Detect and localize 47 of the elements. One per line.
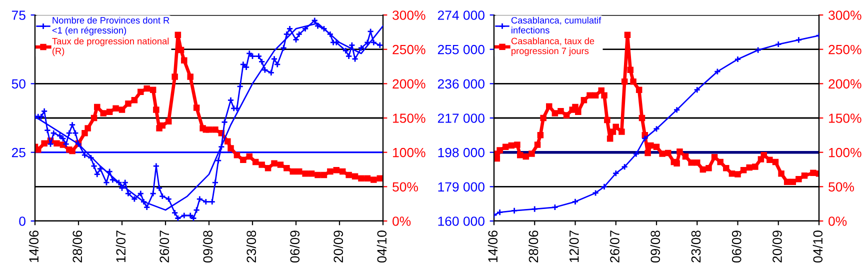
y2-tick-label: 200% [392,79,426,89]
legend-label: Casablanca, cumulatif infections [511,16,602,34]
y-tick-label: 236 000 [438,79,484,89]
x-tick-label: 28/06 [528,230,538,262]
x-tick-label: 23/08 [246,230,256,262]
x-tick-label: 12/07 [116,230,126,262]
x-tick-label: 06/09 [732,230,742,263]
y2-tick-label: 250% [828,44,862,54]
legend-label: Nombre de Provinces dont R <1 (en régression) [52,16,170,36]
y2-tick-label: 50% [392,182,418,192]
x-tick-label: 06/09 [290,230,300,263]
x-tick-label: 09/08 [202,230,213,263]
y-tick-label: 50 [12,79,26,89]
y-tick-label: 274 000 [438,10,484,20]
y-tick-label: 0 [19,216,26,226]
x-tick-label: 09/08 [650,230,660,263]
legend-label: Casablanca, taux de progression 7 jours [511,38,594,56]
x-tick-label: 20/09 [772,230,782,262]
y2-tick-label: 0% [392,216,411,226]
y-tick-label: 198 000 [438,148,484,158]
y2-tick-label: 100% [393,148,426,158]
y-tick-label: 179 000 [438,182,484,192]
y-tick-label: 75 [12,10,26,20]
y2-tick-label: 150% [829,114,862,123]
x-tick-label: 12/07 [569,230,579,262]
y2-tick-label: 0% [828,216,847,226]
y-tick-label: 255 000 [438,44,484,54]
x-tick-label: 14/06 [28,230,39,262]
y-tick-label: 217 000 [438,114,484,123]
y2-tick-label: 300% [392,10,426,20]
legend-label: Taux de progression national (R) [52,38,169,56]
x-tick-label: 26/07 [610,230,620,262]
y2-tick-label: 200% [828,79,862,89]
y2-tick-label: 100% [829,148,862,158]
y2-tick-label: 150% [393,114,426,123]
x-tick-label: 28/06 [72,230,82,262]
y2-tick-label: 50% [828,182,854,192]
x-tick-label: 04/10 [376,230,387,263]
y2-tick-label: 300% [828,10,862,20]
y-tick-label: 160 000 [438,216,484,226]
x-tick-label: 20/09 [333,230,344,262]
x-tick-label: 14/06 [488,230,498,262]
x-tick-label: 23/08 [690,230,701,262]
y-tick-label: 25 [12,148,26,158]
x-tick-label: 26/07 [159,230,170,262]
x-tick-label: 04/10 [812,230,823,263]
y2-tick-label: 250% [392,44,426,54]
